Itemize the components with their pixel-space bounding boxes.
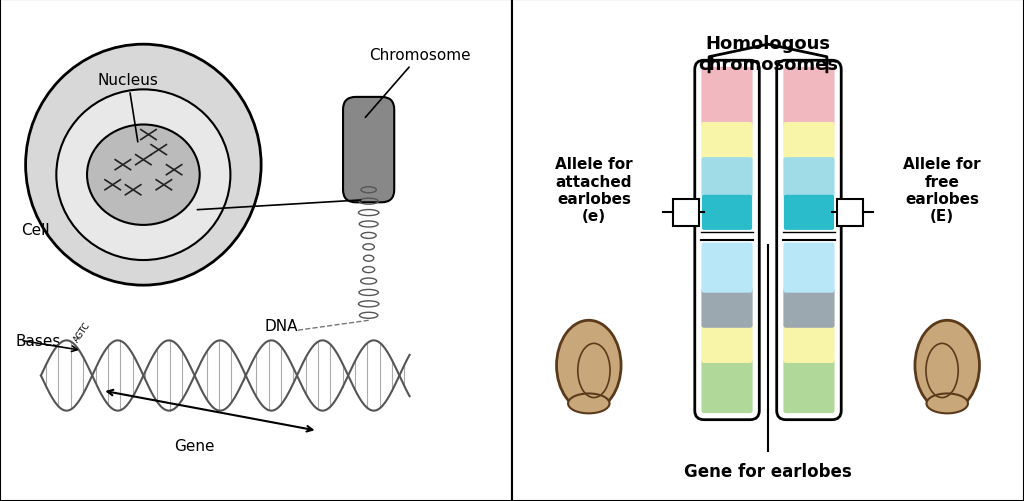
Ellipse shape <box>56 90 230 261</box>
Text: Bases: Bases <box>15 333 60 348</box>
FancyBboxPatch shape <box>783 158 835 198</box>
Text: Allele for
attached
earlobes
(e): Allele for attached earlobes (e) <box>555 157 633 224</box>
FancyBboxPatch shape <box>701 158 753 198</box>
Text: DNA: DNA <box>265 318 298 333</box>
Ellipse shape <box>915 321 980 411</box>
Ellipse shape <box>557 321 621 411</box>
FancyBboxPatch shape <box>701 323 753 363</box>
Ellipse shape <box>927 394 968 413</box>
FancyBboxPatch shape <box>783 123 835 163</box>
Text: Cell: Cell <box>22 223 50 238</box>
FancyBboxPatch shape <box>701 68 753 128</box>
FancyBboxPatch shape <box>783 68 835 128</box>
Text: Allele for
free
earlobes
(E): Allele for free earlobes (E) <box>903 157 981 224</box>
Text: AGTC: AGTC <box>72 320 92 343</box>
Ellipse shape <box>87 125 200 225</box>
Bar <box>838 199 862 226</box>
FancyBboxPatch shape <box>702 195 752 230</box>
FancyBboxPatch shape <box>701 243 753 293</box>
FancyBboxPatch shape <box>783 288 835 328</box>
Text: Nucleus: Nucleus <box>97 73 159 143</box>
Text: Gene: Gene <box>174 438 215 453</box>
FancyBboxPatch shape <box>343 98 394 203</box>
FancyBboxPatch shape <box>784 195 834 230</box>
Ellipse shape <box>568 394 609 413</box>
FancyBboxPatch shape <box>783 323 835 363</box>
Text: Gene for earlobes: Gene for earlobes <box>684 462 852 480</box>
Text: Homologous
chromosomes: Homologous chromosomes <box>698 35 838 74</box>
FancyBboxPatch shape <box>783 358 835 413</box>
FancyBboxPatch shape <box>701 123 753 163</box>
Text: Chromosome: Chromosome <box>366 48 471 118</box>
FancyBboxPatch shape <box>701 288 753 328</box>
FancyBboxPatch shape <box>783 243 835 293</box>
Bar <box>674 199 698 226</box>
Ellipse shape <box>26 45 261 286</box>
FancyBboxPatch shape <box>701 358 753 413</box>
